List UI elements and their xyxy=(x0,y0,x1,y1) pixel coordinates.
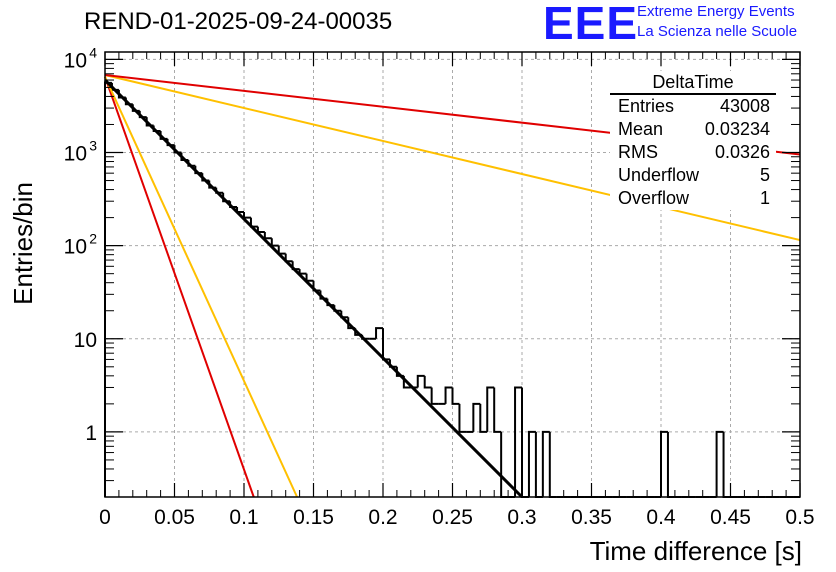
y-tick-exponent: 3 xyxy=(89,138,97,154)
x-tick-label: 0.15 xyxy=(293,506,334,529)
histogram-bin xyxy=(548,431,557,498)
curve-fit xyxy=(103,78,524,499)
stats-row: RMS 0.0326 xyxy=(618,142,770,162)
histogram-bin xyxy=(375,327,383,339)
y-tick-label: 10 xyxy=(64,143,87,166)
histogram-bin xyxy=(451,387,460,405)
histogram-bin xyxy=(479,403,488,433)
histogram-bin xyxy=(243,211,251,219)
x-tick-label: 0.45 xyxy=(710,506,751,529)
stats-row: Underflow 5 xyxy=(618,165,770,185)
stats-title: DeltaTime xyxy=(610,71,776,95)
histogram-bin xyxy=(305,273,314,282)
y-tick-exponent: 4 xyxy=(89,44,97,60)
x-axis-label: Time difference [s] xyxy=(589,536,802,566)
histogram-bin xyxy=(493,387,502,433)
histogram-bin xyxy=(527,430,536,497)
histogram-bin xyxy=(500,431,509,498)
histogram-bin xyxy=(534,431,543,498)
histogram-bin xyxy=(521,387,529,498)
y-tick-label: 1 xyxy=(85,422,97,445)
histogram-bin xyxy=(514,386,522,497)
logo-line2: La Scienza nelle Scuole xyxy=(637,23,798,40)
x-tick-label: 0.4 xyxy=(646,506,676,529)
x-tick-label: 0.35 xyxy=(571,506,612,529)
histogram-bin xyxy=(722,431,731,498)
histogram-bin xyxy=(277,245,286,255)
histogram-bin xyxy=(423,375,432,389)
x-tick-label: 0.3 xyxy=(507,506,536,529)
histogram-bin xyxy=(660,430,668,497)
histogram-bin xyxy=(104,81,112,497)
histogram-bin xyxy=(444,386,453,404)
logo-line1: Extreme Energy Events xyxy=(637,3,795,20)
chart-title: REND-01-2025-09-24-00035 xyxy=(84,8,393,35)
histogram-bin xyxy=(666,431,675,498)
histogram-bin xyxy=(472,402,481,432)
histogram-bin xyxy=(270,238,279,247)
histogram-bin xyxy=(486,386,495,432)
x-tick-label: 0.1 xyxy=(229,506,258,529)
curve-red-steep xyxy=(104,76,255,498)
curve-orange-steep xyxy=(104,76,298,498)
histogram-bin xyxy=(298,269,307,275)
curve-orange-shallow xyxy=(104,74,801,242)
histogram-bin xyxy=(416,374,425,388)
stats-row: Mean 0.03234 xyxy=(618,119,770,139)
x-axis: 0 0.05 0.1 0.15 0.2 0.25 0.3 0.35 0.4 0.45 0.5 xyxy=(99,52,815,529)
histogram-bin xyxy=(263,232,272,240)
stats-row: Overflow 1 xyxy=(618,188,770,208)
histogram-bin xyxy=(715,430,724,497)
x-tick-label: 0.25 xyxy=(432,506,473,529)
eee-logo: EEE xyxy=(543,0,639,49)
stats-box: DeltaTime Entries 43008 Mean 0.03234 RMS 0.… xyxy=(610,71,776,210)
stats-row: Entries 43008 xyxy=(618,96,770,116)
x-tick-label: 0 xyxy=(99,506,111,529)
histogram-bin xyxy=(458,403,467,433)
x-tick-label: 0.05 xyxy=(154,506,195,529)
histogram-bin xyxy=(382,328,390,361)
y-tick-label: 10 xyxy=(64,49,87,72)
histogram-bin xyxy=(541,430,550,497)
curves xyxy=(103,73,801,499)
x-tick-label: 0.5 xyxy=(785,506,814,529)
y-tick-label: 10 xyxy=(74,329,97,352)
histogram-bin xyxy=(256,226,265,234)
histogram-bin xyxy=(430,387,439,405)
y-tick-label: 10 xyxy=(64,236,87,259)
y-tick-exponent: 2 xyxy=(89,231,97,247)
x-tick-label: 0.2 xyxy=(368,506,397,529)
